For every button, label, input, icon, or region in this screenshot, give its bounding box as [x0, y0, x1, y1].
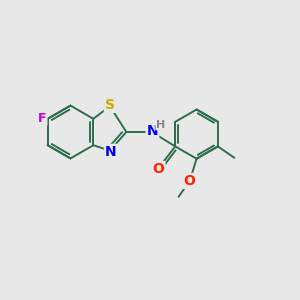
Text: S: S — [105, 98, 115, 112]
Text: H: H — [156, 119, 166, 130]
Text: F: F — [38, 112, 46, 125]
Text: O: O — [183, 174, 195, 188]
Text: O: O — [152, 162, 164, 176]
Text: N: N — [147, 124, 158, 138]
Text: N: N — [105, 145, 117, 159]
